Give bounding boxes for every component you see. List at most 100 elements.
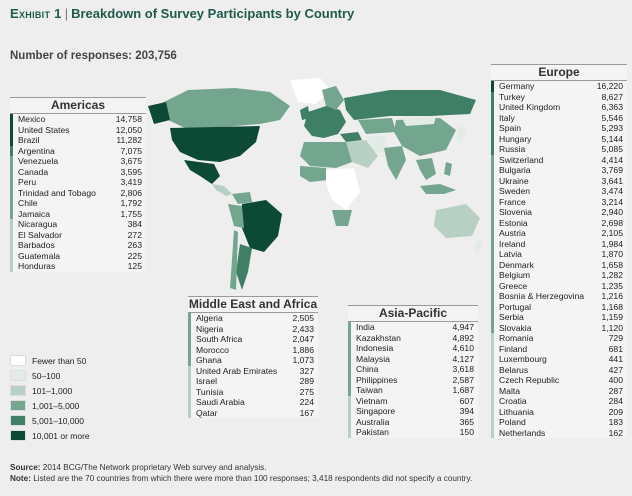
band-swatch — [491, 186, 494, 197]
country-name: Spain — [499, 123, 521, 133]
country-row: Slovenia 2,940 — [491, 207, 627, 218]
country-value: 11,282 — [116, 135, 142, 145]
country-row: Algeria 2,505 — [188, 313, 318, 324]
country-name: Romania — [499, 333, 534, 343]
region-asia-pacific: Asia-Pacific India 4,947 Kazakhstan 4,892 In… — [348, 305, 478, 438]
country-name: Czech Republic — [499, 375, 560, 385]
band-swatch — [10, 198, 13, 209]
country-row: United Arab Emirates 327 — [188, 365, 318, 376]
country-name: Latvia — [499, 249, 522, 259]
country-row: El Salvador 272 — [10, 229, 146, 240]
country-value: 209 — [608, 406, 623, 417]
country-value: 365 — [459, 416, 474, 427]
map-alaska — [148, 102, 170, 124]
country-row: Canada 3,595 — [10, 166, 146, 177]
country-row: Kazakhstan 4,892 — [348, 332, 478, 343]
country-name: Malta — [499, 385, 521, 396]
country-name: Ukraine — [499, 175, 529, 186]
country-row: Turkey 8,627 — [491, 91, 627, 102]
country-row: Bosnia & Herzegovina 1,216 — [491, 291, 627, 302]
country-value: 1,755 — [120, 208, 142, 219]
country-name: Greece — [499, 280, 528, 291]
band-swatch — [10, 187, 13, 198]
region-title: Asia-Pacific — [348, 305, 478, 322]
country-row: Ukraine 3,641 — [491, 175, 627, 186]
country-row: Trinidad and Tobago 2,806 — [10, 187, 146, 198]
band-swatch — [491, 154, 494, 165]
country-value: 1,886 — [292, 344, 314, 355]
country-value: 225 — [127, 250, 142, 261]
country-row: Luxembourg 441 — [491, 354, 627, 365]
country-value: 4,892 — [452, 332, 474, 343]
band-swatch — [10, 250, 13, 261]
country-value: 2,940 — [601, 207, 623, 217]
band-swatch — [491, 112, 494, 123]
country-value: 3,595 — [120, 166, 142, 177]
country-name: Poland — [499, 417, 526, 427]
country-value: 14,758 — [115, 114, 142, 124]
legend-item: 1,001–5,000 — [10, 398, 90, 413]
country-row: South Africa 2,047 — [188, 334, 318, 345]
map-argentina — [236, 244, 252, 290]
legend-item: 101–1,000 — [10, 383, 90, 398]
country-value: 1,120 — [601, 322, 623, 333]
country-name: Nigeria — [196, 323, 224, 334]
legend-label: 5,001–10,000 — [32, 415, 84, 426]
country-row: Spain 5,293 — [491, 123, 627, 134]
region-title: Middle East and Africa — [188, 296, 318, 313]
map-west-africa — [300, 166, 328, 182]
country-row: Chile 1,792 — [10, 198, 146, 209]
country-value: 8,627 — [601, 91, 623, 102]
country-name: Lithuania — [499, 406, 534, 417]
country-name: Germany — [499, 81, 535, 91]
country-name: Pakistan — [356, 427, 389, 437]
country-name: China — [356, 364, 379, 374]
region-title: Americas — [10, 97, 146, 114]
country-row: Serbia 1,159 — [491, 312, 627, 323]
band-swatch — [10, 124, 13, 135]
country-name: India — [356, 322, 375, 332]
country-row: Belarus 427 — [491, 364, 627, 375]
country-name: Bosnia & Herzegovina — [499, 291, 585, 301]
country-name: Estonia — [499, 217, 528, 228]
country-value: 384 — [127, 219, 142, 229]
country-row: United States 12,050 — [10, 124, 146, 135]
note-line: Note: Listed are the 70 countries from w… — [10, 473, 472, 484]
country-name: Finland — [499, 343, 528, 354]
country-name: Venezuela — [18, 156, 59, 166]
country-value: 263 — [127, 240, 142, 250]
country-row: Malta 287 — [491, 385, 627, 396]
band-swatch — [491, 375, 494, 386]
country-name: Australia — [356, 416, 390, 427]
legend-swatch — [10, 355, 26, 366]
exhibit-heading: Breakdown of Survey Participants by Coun… — [71, 6, 355, 21]
band-swatch — [491, 249, 494, 260]
region-rows: India 4,947 Kazakhstan 4,892 Indonesia 4,610 M… — [348, 322, 478, 438]
band-swatch — [491, 364, 494, 375]
country-value: 3,214 — [601, 196, 623, 207]
country-name: Mexico — [18, 114, 46, 124]
country-row: Mexico 14,758 — [10, 114, 146, 125]
country-name: Philippines — [356, 374, 398, 385]
country-value: 3,474 — [601, 186, 623, 196]
country-row: Sweden 3,474 — [491, 186, 627, 197]
band-swatch — [491, 270, 494, 281]
country-name: Sweden — [499, 186, 531, 196]
country-row: Vietnam 607 — [348, 395, 478, 406]
country-value: 183 — [608, 417, 623, 427]
band-swatch — [348, 343, 351, 354]
country-name: United Kingdom — [499, 102, 561, 112]
country-name: Trinidad and Tobago — [18, 187, 96, 198]
band-swatch — [348, 322, 351, 333]
footer: Source: 2014 BCG/The Network proprietary… — [10, 462, 472, 484]
map-australia — [434, 204, 480, 238]
band-swatch — [491, 81, 494, 92]
country-value: 7,075 — [120, 145, 142, 156]
country-name: El Salvador — [18, 229, 62, 240]
country-row: Netherlands 162 — [491, 427, 627, 438]
country-name: Canada — [18, 166, 49, 177]
map-mongolia — [402, 116, 436, 126]
band-swatch — [491, 312, 494, 323]
country-name: Indonesia — [356, 343, 394, 353]
band-swatch — [491, 291, 494, 302]
